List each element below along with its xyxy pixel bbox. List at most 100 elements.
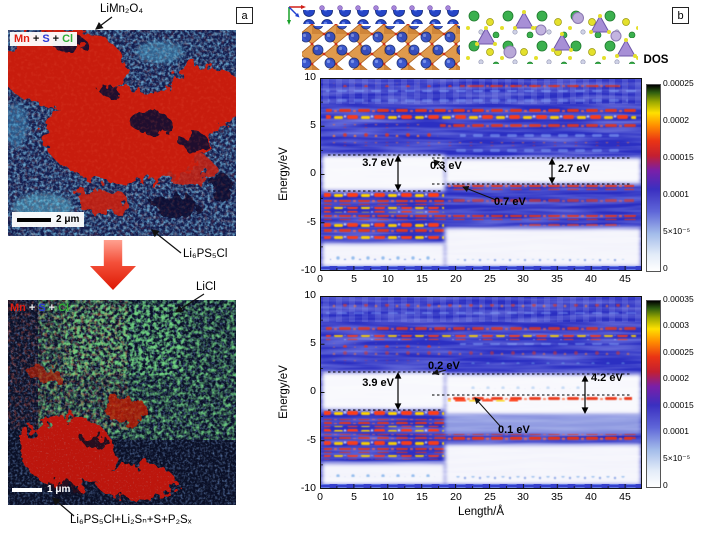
x-tick-label: 45 [619, 273, 631, 285]
y-tick-label: 0 [310, 385, 316, 397]
eds-map-top-image [1, 28, 244, 236]
y-tick-label: 5 [310, 337, 316, 349]
x-tick-label: 5 [351, 491, 357, 503]
panel-b-tag: b [672, 7, 689, 24]
label-li6ps5cl: Li₆PS₅Cl [183, 248, 228, 260]
x-tick-label: 5 [351, 273, 357, 285]
conduction-bands [326, 83, 636, 153]
gap-annotations [328, 368, 630, 427]
eds-legend-top: Mn + S + Cl [10, 32, 78, 46]
cb-offset-annotation: 0.3 eV [430, 160, 462, 172]
deep-gap-regions [322, 444, 641, 485]
x-tick-label: 0 [317, 491, 323, 503]
eds-legend-bottom: Mn + S + Cl [10, 302, 69, 314]
scale-bar-bottom: 1 μm [12, 484, 70, 495]
scale-bar-label: 2 μm [56, 214, 80, 225]
scale-bar-label: 1 μm [47, 484, 71, 495]
dos-heatmap-bottom [320, 296, 642, 489]
legend-plus: + [48, 302, 56, 314]
valence-bands [324, 411, 636, 460]
x-tick-label: 30 [517, 273, 529, 285]
y-tick-label: -5 [306, 216, 316, 228]
scale-bar-line [17, 217, 51, 222]
colorbar-tick-label: 0.0002 [663, 115, 689, 125]
scale-bar-top: 2 μm [12, 212, 85, 227]
bandgap-right-annotation: 4.2 eV [591, 372, 623, 384]
x-tick-label: 15 [416, 491, 428, 503]
x-tick-label: 30 [517, 491, 529, 503]
x-tick-label: 40 [585, 491, 597, 503]
x-axis-label: Length/Å [457, 506, 505, 518]
colorbar-tick-label: 5×10⁻⁵ [663, 226, 691, 236]
y-tick-label: -5 [306, 434, 316, 446]
transformation-arrow-icon [90, 240, 136, 290]
y-tick-label: -10 [300, 264, 316, 276]
scale-bar-line [12, 487, 42, 492]
gap-annotations [328, 154, 630, 201]
eds-map-bottom [8, 300, 236, 505]
axes-triad-icon [287, 5, 306, 25]
eds-map-bottom-image [8, 300, 236, 505]
eds-map-top [1, 28, 244, 236]
y-tick-label: 0 [310, 167, 316, 179]
y-axis-label-top: Energy/eV [278, 147, 290, 201]
conduction-bands [326, 304, 636, 364]
colorbar-tick-label: 0 [663, 480, 668, 490]
x-tick-label: 40 [585, 273, 597, 285]
interface-states [448, 386, 632, 402]
colorbar-tick-label: 0.00035 [663, 294, 694, 304]
y-tick-label: 5 [310, 119, 316, 131]
cb-offset-annotation: 0.2 eV [428, 360, 460, 372]
dos-plot-bottom [320, 296, 642, 489]
valence-bands [324, 185, 636, 241]
legend-cl: Cl [62, 33, 74, 45]
x-tick-label: 15 [416, 273, 428, 285]
legend-mn: Mn [14, 33, 30, 45]
colorbar-title: DOS [643, 54, 669, 66]
x-tick-label: 20 [450, 491, 462, 503]
colorbar-tick-label: 0.00025 [663, 347, 694, 357]
vb-offset-annotation: 0.7 eV [494, 196, 526, 208]
legend-cl: Cl [58, 302, 70, 314]
deep-gap-regions [322, 228, 641, 267]
band-gap-regions [322, 155, 641, 191]
x-tick-label: 25 [484, 273, 496, 285]
label-licl: LiCl [196, 281, 216, 293]
y-tick-label: -10 [300, 482, 316, 494]
panel-a-tag-letter: a [241, 9, 248, 22]
bandgap-right-annotation: 2.7 eV [558, 163, 590, 175]
label-limn2o4: LiMn₂O₄ [100, 3, 144, 15]
panel-a-tag: a [236, 7, 253, 24]
y-tick-label: 10 [304, 71, 316, 83]
y-axis-label-bottom: Energy/eV [278, 365, 290, 419]
crystal-structure-limn2o4 [302, 4, 460, 70]
colorbar-tick-label: 0.0001 [663, 189, 689, 199]
x-tick-label: 25 [484, 491, 496, 503]
legend-s: S [42, 33, 50, 45]
legend-plus: + [32, 33, 40, 45]
colorbar-tick-label: 0.00015 [663, 152, 694, 162]
y-tick-label: 10 [304, 289, 316, 301]
legend-s: S [38, 302, 46, 314]
colorbar-tick-label: 0.0001 [663, 426, 689, 436]
crystal-structure-li6ps5cl [466, 8, 638, 64]
x-tick-label: 0 [317, 273, 323, 285]
bandgap-left-annotation: 3.7 eV [362, 157, 394, 169]
x-tick-label: 10 [382, 273, 394, 285]
x-tick-label: 45 [619, 491, 631, 503]
colorbar-tick-label: 5×10⁻⁵ [663, 453, 691, 463]
colorbar-top [646, 84, 661, 272]
colorbar-tick-label: 0.0002 [663, 373, 689, 383]
x-tick-label: 20 [450, 273, 462, 285]
panel-b-tag-letter: b [677, 9, 684, 22]
colorbar-tick-label: 0.0003 [663, 320, 689, 330]
legend-plus: + [28, 302, 36, 314]
legend-plus: + [52, 33, 60, 45]
x-tick-label: 35 [551, 273, 563, 285]
bandgap-left-annotation: 3.9 eV [362, 377, 394, 389]
x-tick-label: 10 [382, 491, 394, 503]
dos-plot-top [320, 78, 642, 271]
vb-offset-annotation: 0.1 eV [498, 424, 530, 436]
colorbar-tick-label: 0 [663, 263, 668, 273]
